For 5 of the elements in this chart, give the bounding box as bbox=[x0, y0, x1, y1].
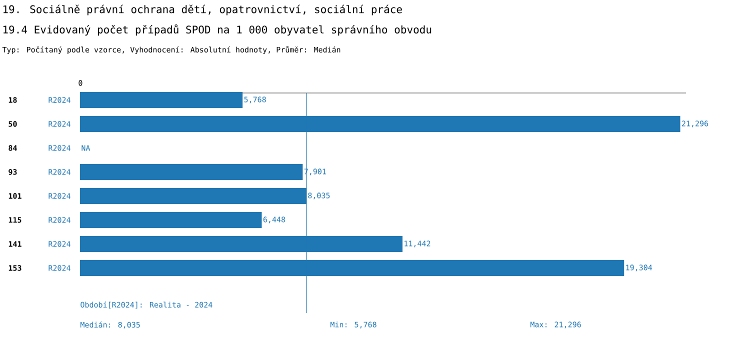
chart-title: 19. Sociálně právní ochrana dětí, opatrovnictví, sociální práce bbox=[3, 4, 402, 16]
bar bbox=[80, 164, 303, 180]
bar bbox=[80, 212, 262, 228]
bar bbox=[80, 92, 243, 108]
chart-subtitle: 19.4 Evidovaný počet případů SPOD na 1 000 obyvatel správního obvodu bbox=[3, 24, 432, 36]
